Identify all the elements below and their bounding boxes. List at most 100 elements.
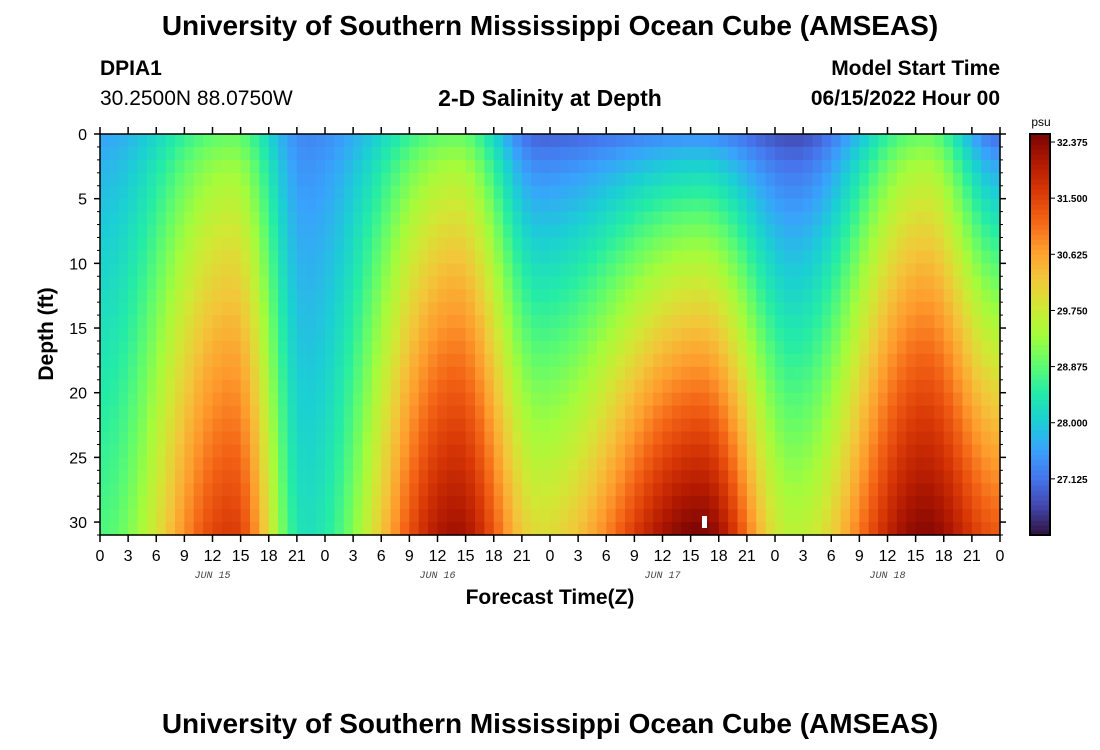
heatmap-cell (118, 418, 129, 433)
heatmap-cell (193, 172, 204, 187)
heatmap-cell (671, 379, 682, 394)
heatmap-cell (390, 379, 401, 394)
heatmap-cell (943, 470, 954, 484)
heatmap-cell (981, 405, 992, 420)
heatmap-cell (896, 392, 907, 407)
heatmap-cell (268, 185, 279, 200)
heatmap-cell (625, 353, 635, 368)
heatmap-cell (737, 172, 748, 187)
x-tick-label: 15 (232, 548, 250, 565)
heatmap-cell (184, 250, 195, 264)
heatmap-cell (512, 366, 523, 381)
heatmap-cell (596, 302, 607, 316)
heatmap-cell (118, 366, 129, 381)
heatmap-cell (765, 185, 776, 200)
heatmap-cell (840, 250, 851, 264)
heatmap-cell (400, 211, 410, 226)
heatmap-cell (953, 159, 964, 174)
heatmap-cell (850, 211, 860, 226)
colorbar-frame (1029, 133, 1051, 536)
heatmap-cell (521, 172, 532, 187)
heatmap-cell (596, 289, 607, 303)
heatmap-cell (184, 392, 195, 407)
heatmap-cell (390, 431, 401, 446)
colorbar-swatch (1030, 134, 1050, 140)
heatmap-cell (381, 470, 392, 484)
heatmap-cell (287, 146, 298, 161)
heatmap-cell (100, 185, 110, 200)
heatmap-cell (578, 379, 589, 394)
heatmap-cell (925, 224, 935, 239)
heatmap-cell (568, 496, 579, 510)
heatmap-cell (409, 134, 420, 148)
heatmap-cell (221, 431, 232, 446)
heatmap-cell (484, 289, 495, 303)
heatmap-cell (493, 276, 504, 290)
heatmap-cell (146, 444, 157, 458)
heatmap-cell (981, 237, 992, 252)
heatmap-cell (690, 276, 701, 290)
heatmap-cell (156, 146, 167, 161)
heatmap-cell (315, 431, 326, 446)
heatmap-cell (456, 198, 467, 213)
heatmap-cell (737, 509, 748, 523)
heatmap-cell (765, 146, 776, 161)
heatmap-cell (550, 159, 560, 174)
heatmap-cell (475, 431, 485, 446)
heatmap-cell (362, 185, 373, 200)
heatmap-cell (193, 418, 204, 433)
heatmap-cell (240, 276, 251, 290)
heatmap-cell (878, 211, 889, 226)
heatmap-cell (859, 198, 870, 213)
heatmap-cell (493, 418, 504, 433)
x-tick-label: 18 (260, 548, 278, 565)
heatmap-cell (925, 315, 935, 329)
heatmap-cell (287, 418, 298, 433)
heatmap-cell (775, 172, 785, 187)
heatmap-cell (203, 263, 214, 277)
heatmap-cell (878, 392, 889, 407)
heatmap-cell (756, 509, 767, 523)
heatmap-cell (793, 250, 804, 264)
heatmap-cell (362, 263, 373, 277)
heatmap-cell (306, 379, 317, 394)
heatmap-cell (540, 392, 551, 407)
heatmap-cell (587, 263, 598, 277)
heatmap-cell (943, 405, 954, 420)
heatmap-cell (859, 431, 870, 446)
heatmap-cell (568, 315, 579, 329)
heatmap-cell (859, 509, 870, 523)
heatmap-cell (203, 302, 214, 316)
heatmap-cell (775, 159, 785, 174)
heatmap-cell (850, 470, 860, 484)
heatmap-cell (306, 340, 317, 355)
heatmap-cell (428, 353, 439, 368)
heatmap-cell (128, 250, 139, 264)
heatmap-cell (812, 172, 823, 187)
heatmap-cell (100, 392, 110, 407)
heatmap-cell (128, 392, 139, 407)
heatmap-cell (718, 444, 729, 458)
heatmap-cell (137, 159, 148, 174)
heatmap-cell (400, 159, 410, 174)
station-location: 30.2500N 88.0750W (100, 87, 293, 110)
heatmap-cell (821, 366, 832, 381)
heatmap-cell (878, 250, 889, 264)
heatmap-cell (296, 353, 307, 368)
heatmap-cell (146, 509, 157, 523)
heatmap-cell (746, 353, 757, 368)
heatmap-cell (268, 172, 279, 187)
heatmap-cell (634, 237, 645, 252)
heatmap-cell (971, 328, 982, 342)
heatmap-cell (156, 470, 167, 484)
heatmap-cell (681, 509, 692, 523)
heatmap-cell (653, 146, 664, 161)
heatmap-cell (784, 470, 795, 484)
heatmap-cell (446, 159, 457, 174)
heatmap-cell (859, 405, 870, 420)
colorbar-swatch (1030, 444, 1050, 451)
colorbar-swatch (1030, 449, 1050, 456)
heatmap-cell (793, 302, 804, 316)
heatmap-cell (221, 470, 232, 484)
heatmap-cell (353, 496, 364, 510)
